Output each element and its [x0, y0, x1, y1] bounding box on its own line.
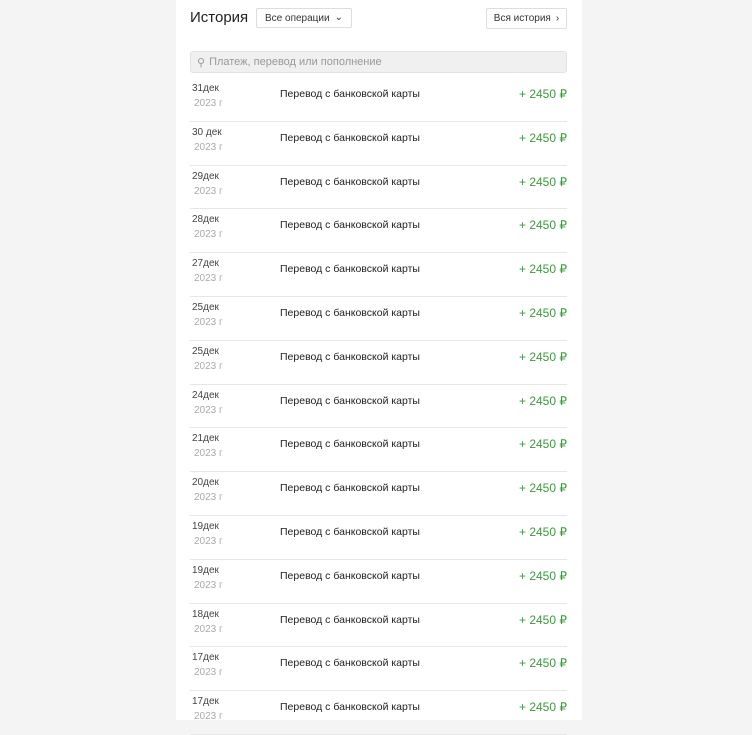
transaction-day: 21дек — [192, 433, 219, 445]
transaction-row[interactable]: 20дек 2023 г Перевод с банковской карты + 2… — [190, 472, 567, 516]
transaction-year: 2023 г — [194, 316, 223, 328]
transaction-description: Перевод с банковской карты — [280, 88, 420, 100]
transaction-year: 2023 г — [194, 273, 223, 285]
transaction-description: Перевод с банковской карты — [280, 350, 420, 363]
transaction-day: 30 дек — [192, 126, 222, 138]
transaction-day: 24дек — [192, 389, 219, 401]
search-bar: ⚲ — [190, 51, 567, 73]
chevron-right-icon: › — [555, 13, 560, 24]
transaction-amount: + 2450 ₽ — [518, 174, 567, 189]
transaction-description: Перевод с банковской карты — [280, 394, 420, 407]
transaction-description: Перевод с банковской карты — [280, 701, 420, 714]
transaction-row[interactable]: 29дек 2023 г Перевод с банковской карты + 2… — [190, 166, 567, 210]
transaction-amount: + 2450 ₽ — [518, 437, 567, 452]
chevron-down-icon: ⌄ — [334, 12, 343, 23]
transaction-day: 28дек — [192, 214, 219, 226]
transaction-row[interactable]: 24дек 2023 г Перевод с банковской карты + 2… — [190, 385, 567, 429]
transaction-day: 19дек — [192, 520, 219, 532]
transaction-row[interactable]: 17дек 2023 г Перевод с банковской карты + 2… — [190, 647, 567, 692]
transaction-amount: + 2450 ₽ — [518, 262, 567, 277]
transaction-amount: + 2450 ₽ — [518, 393, 567, 408]
transaction-description: Перевод с банковской карты — [280, 569, 420, 582]
transaction-amount: + 2450 ₽ — [518, 87, 567, 101]
transaction-day: 17дек — [192, 652, 219, 664]
transaction-row[interactable]: 19дек 2023 г Перевод с банковской карты + 2… — [190, 560, 567, 604]
all-history-label: Вся история — [493, 13, 551, 24]
transaction-row[interactable]: 19дек 2023 г Перевод с банковской карты + 2… — [190, 516, 567, 560]
transaction-day: 25дек — [192, 345, 219, 357]
transaction-description: Перевод с банковской карты — [280, 219, 420, 232]
transaction-day: 20дек — [192, 477, 219, 489]
operations-filter-dropdown[interactable]: Все операции ⌄ — [256, 8, 352, 28]
transaction-description: Перевод с банковской карты — [280, 263, 420, 276]
transaction-amount: + 2450 ₽ — [518, 305, 567, 320]
transaction-year: 2023 г — [194, 492, 223, 504]
transaction-day: 29дек — [192, 170, 219, 182]
transaction-day: 27дек — [192, 258, 219, 270]
transaction-year: 2023 г — [194, 711, 223, 723]
transaction-list: 31дек 2023 г Перевод с банковской карты + 2… — [190, 78, 567, 735]
transaction-description: Перевод с банковской карты — [280, 306, 420, 319]
page-title: История — [190, 9, 249, 26]
transaction-day: 19дек — [192, 564, 219, 576]
transaction-row[interactable]: 25дек 2023 г Перевод с банковской карты + 2… — [190, 297, 567, 341]
transaction-day: 18дек — [192, 608, 219, 620]
search-icon: ⚲ — [197, 56, 206, 69]
search-input[interactable] — [209, 56, 550, 68]
transaction-year: 2023 г — [194, 535, 223, 547]
transaction-row[interactable]: 17дек 2023 г Перевод с банковской карты + 2… — [190, 691, 567, 735]
transaction-year: 2023 г — [194, 360, 223, 372]
filter-label: Все операции — [265, 12, 330, 24]
transaction-row[interactable]: 21дек 2023 г Перевод с банковской карты + 2… — [190, 428, 567, 473]
transaction-year: 2023 г — [194, 229, 223, 241]
transaction-amount: + 2450 ₽ — [518, 481, 567, 496]
all-history-button[interactable]: Вся история › — [486, 8, 567, 29]
transaction-year: 2023 г — [194, 448, 223, 460]
transaction-year: 2023 г — [194, 579, 223, 591]
transaction-row[interactable]: 25дек 2023 г Перевод с банковской карты + 2… — [190, 341, 567, 385]
transaction-day: 25дек — [192, 301, 219, 313]
transaction-day: 17дек — [192, 696, 219, 708]
transaction-row[interactable]: 31дек 2023 г Перевод с банковской карты + 2… — [190, 78, 567, 122]
transaction-description: Перевод с банковской карты — [280, 175, 420, 188]
transaction-amount: + 2450 ₽ — [518, 700, 567, 715]
transaction-amount: + 2450 ₽ — [518, 612, 567, 627]
transaction-row[interactable]: 18дек 2023 г Перевод с банковской карты + 2… — [190, 604, 567, 648]
transaction-amount: + 2450 ₽ — [518, 130, 567, 145]
transaction-row[interactable]: 27дек 2023 г Перевод с банковской карты + 2… — [190, 253, 567, 297]
transaction-row[interactable]: 28дек 2023 г Перевод с банковской карты + 2… — [190, 209, 567, 254]
transaction-amount: + 2450 ₽ — [518, 349, 567, 364]
transaction-year: 2023 г — [194, 404, 223, 416]
transaction-amount: + 2450 ₽ — [518, 218, 567, 233]
transaction-description: Перевод с банковской карты — [280, 438, 420, 451]
transaction-year: 2023 г — [194, 98, 223, 109]
transaction-description: Перевод с банковской карты — [280, 613, 420, 626]
transaction-description: Перевод с банковской карты — [280, 131, 420, 144]
transaction-amount: + 2450 ₽ — [518, 568, 567, 583]
transaction-year: 2023 г — [194, 141, 223, 153]
transaction-day: 31дек — [192, 83, 219, 94]
transaction-amount: + 2450 ₽ — [518, 656, 567, 671]
transaction-year: 2023 г — [194, 667, 223, 679]
transaction-year: 2023 г — [194, 623, 223, 635]
transaction-row[interactable]: 30 дек 2023 г Перевод с банковской карты + … — [190, 122, 567, 166]
history-panel: История Все операции ⌄ Вся история › ⚲ 3… — [176, 0, 582, 735]
transaction-amount: + 2450 ₽ — [518, 524, 567, 539]
transaction-description: Перевод с банковской карты — [280, 657, 420, 670]
transaction-year: 2023 г — [194, 185, 223, 197]
transaction-description: Перевод с банковской карты — [280, 482, 420, 495]
transaction-description: Перевод с банковской карты — [280, 525, 420, 538]
